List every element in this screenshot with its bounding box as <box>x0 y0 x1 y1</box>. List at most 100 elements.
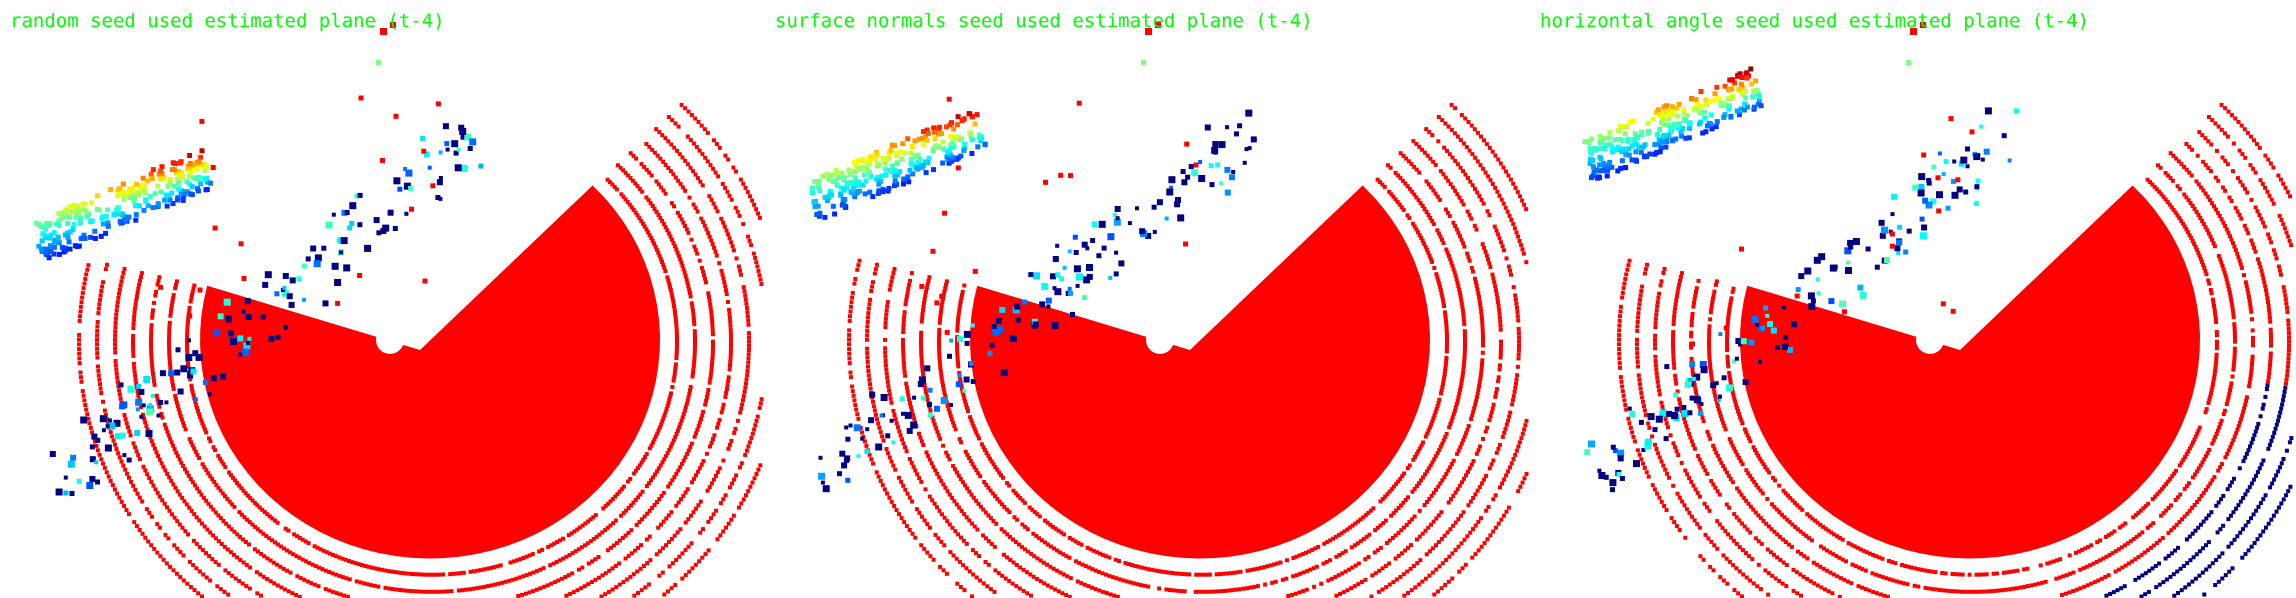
outlier-point <box>939 293 945 299</box>
ground-point <box>1655 379 1660 384</box>
ground-point <box>1388 165 1393 170</box>
ground-point <box>1453 520 1458 525</box>
structure-point <box>187 191 193 197</box>
outlier-point <box>362 362 368 368</box>
ground-point <box>884 312 889 317</box>
ground-point <box>1750 477 1755 482</box>
ground-point <box>1128 580 1133 585</box>
ground-point <box>657 497 662 501</box>
object-point <box>1174 201 1181 208</box>
ground-point <box>1494 387 1499 392</box>
ground-point <box>1445 342 1449 347</box>
structure-point <box>866 169 872 175</box>
ground-point <box>1447 214 1452 218</box>
ground-point <box>2258 264 2263 269</box>
ground-point <box>2243 492 2248 497</box>
structure-point <box>825 198 830 203</box>
ground-point <box>302 577 307 582</box>
ground-point <box>186 318 190 323</box>
ground-point <box>498 563 503 568</box>
ground-point <box>756 211 760 216</box>
ground-point <box>2263 394 2268 399</box>
ground-point <box>692 357 697 362</box>
ground-point <box>1739 418 1744 423</box>
ground-point <box>1345 588 1350 593</box>
ground-point <box>710 350 715 355</box>
ground-point <box>650 204 655 208</box>
ground-point <box>941 568 946 573</box>
ground-point <box>958 299 963 304</box>
structure-point <box>935 131 941 137</box>
ground-point <box>113 359 118 363</box>
structure-point <box>199 162 205 168</box>
ground-point <box>2241 527 2245 532</box>
structure-point <box>886 185 892 191</box>
ground-point <box>714 473 718 478</box>
ground-point <box>1818 564 1823 569</box>
ground-point <box>243 540 248 544</box>
ground-point <box>1758 587 1763 592</box>
ground-point <box>1422 207 1427 211</box>
ground-point <box>937 359 942 364</box>
ground-point <box>743 185 748 190</box>
object-point <box>987 350 993 356</box>
ground-point <box>1486 257 1490 262</box>
ground-point <box>2243 280 2248 285</box>
ground-point <box>743 293 748 298</box>
ground-point <box>721 276 726 281</box>
structure-point <box>199 148 205 154</box>
ground-point <box>2233 339 2237 344</box>
ground-point <box>958 302 963 307</box>
ground-point <box>2228 388 2232 393</box>
ground-point <box>2213 310 2217 315</box>
ground-point <box>607 568 612 573</box>
ground-point <box>108 430 113 435</box>
ground-point <box>872 271 877 276</box>
ground-point <box>2151 543 2156 548</box>
ground-point <box>850 295 855 300</box>
structure-point <box>915 166 921 171</box>
ground-point <box>1492 280 1497 285</box>
object-point <box>223 298 231 306</box>
ground-point <box>1460 480 1464 485</box>
ground-point <box>965 452 970 457</box>
structure-point <box>923 134 928 140</box>
ground-point <box>1444 346 1449 351</box>
ground-point <box>196 591 201 596</box>
ground-point <box>2286 352 2291 357</box>
structure-point <box>127 186 133 192</box>
ground-point <box>692 332 697 337</box>
ground-point <box>2232 329 2237 334</box>
ground-point <box>1489 410 1494 415</box>
ground-point <box>728 319 733 324</box>
ground-point <box>194 515 199 520</box>
ground-point <box>605 525 610 530</box>
object-point <box>456 147 461 152</box>
ground-point <box>1445 530 1450 535</box>
ground-point <box>1811 560 1816 565</box>
ground-point <box>134 298 139 303</box>
ground-point <box>2184 167 2189 172</box>
ground-point <box>880 483 885 488</box>
ground-point <box>1810 538 1814 543</box>
ground-point <box>1838 576 1843 581</box>
ground-point <box>703 155 708 160</box>
ground-point <box>2137 532 2142 537</box>
ground-point <box>629 503 633 508</box>
ground-point <box>2191 475 2195 480</box>
ground-point <box>1725 344 1730 349</box>
ground-point <box>2092 580 2097 585</box>
ground-point <box>149 326 154 331</box>
ground-point <box>717 261 722 266</box>
ground-point <box>1514 448 1519 453</box>
ground-point <box>898 433 903 438</box>
structure-point <box>834 169 840 175</box>
ground-point <box>1280 577 1285 582</box>
ground-point <box>2250 242 2255 247</box>
ground-point <box>95 346 100 351</box>
ground-point <box>963 399 968 404</box>
ground-point <box>635 466 640 471</box>
ground-point <box>1411 564 1416 568</box>
ground-point <box>1853 564 1858 569</box>
ground-point <box>1449 260 1454 265</box>
